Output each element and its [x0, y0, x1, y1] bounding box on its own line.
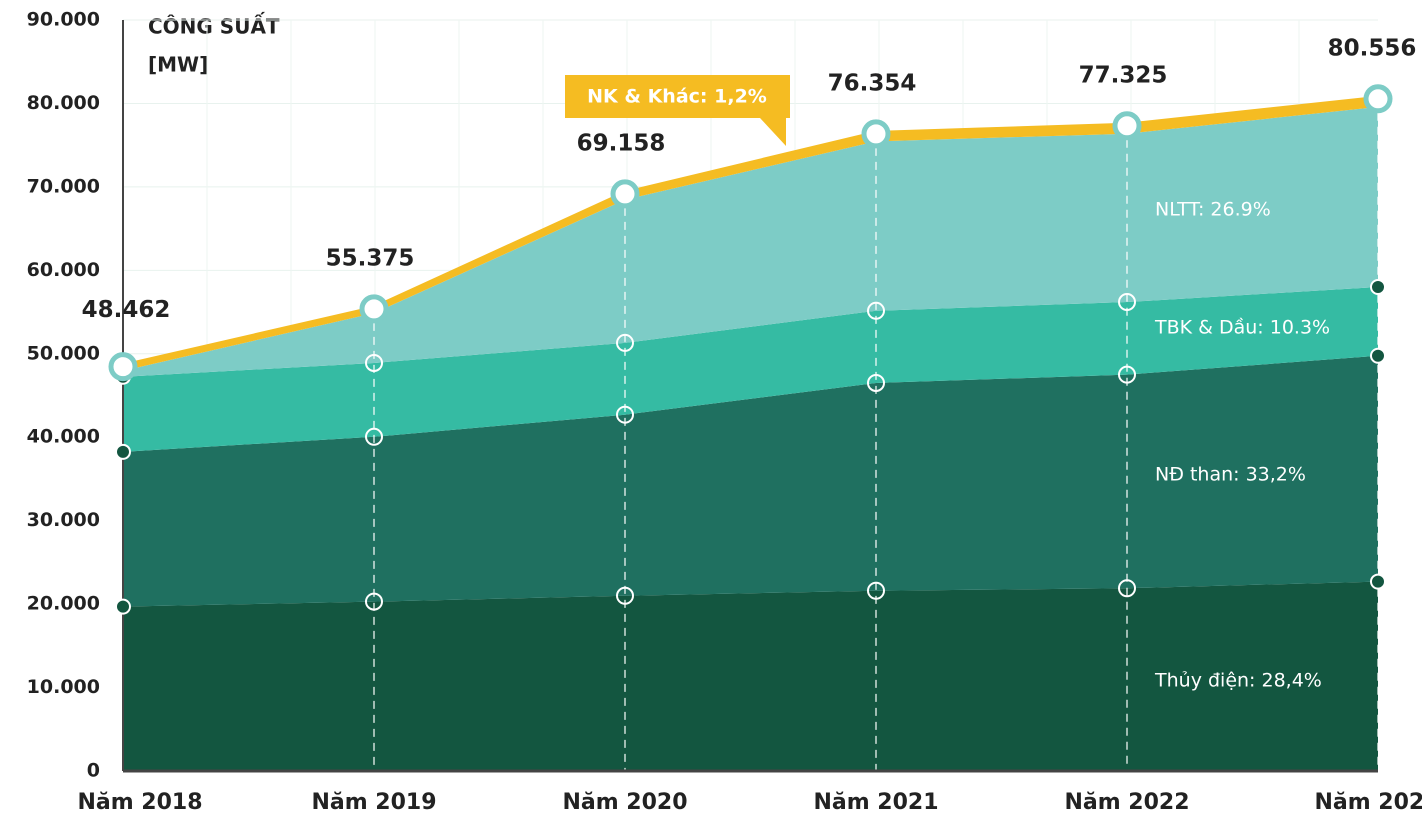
- y-tick-label: 0: [87, 760, 100, 782]
- area: [123, 581, 1378, 771]
- total-label: 77.325: [1079, 62, 1168, 88]
- x-tick-label: Năm 2019: [311, 790, 436, 815]
- marker: [616, 333, 634, 352]
- marker: [867, 373, 885, 392]
- y-tick-label: 40.000: [27, 426, 100, 448]
- marker: [365, 592, 383, 611]
- total-line: [122, 95, 1379, 370]
- y-tick-label: 10.000: [27, 676, 100, 698]
- series-label: TBK & Dầu: 10.3%: [1154, 317, 1330, 339]
- series-label: NLTT: 26.9%: [1155, 199, 1271, 221]
- marker: [616, 405, 634, 424]
- total-marker: [610, 179, 640, 209]
- marker: [1118, 365, 1136, 384]
- series-label: Thủy điện: 28,4%: [1154, 670, 1322, 692]
- y-tick-label: 60.000: [27, 259, 100, 281]
- y-tick-label: 90.000: [27, 9, 100, 31]
- marker: [1118, 579, 1136, 598]
- total-marker: [861, 119, 891, 149]
- total-label: 48.462: [82, 297, 171, 323]
- marker: [616, 586, 634, 605]
- marker: [1370, 279, 1386, 296]
- marker: [1370, 573, 1386, 590]
- x-tick-label: Năm 2020: [562, 790, 687, 815]
- total-label: 80.556: [1328, 35, 1417, 61]
- marker: [365, 353, 383, 372]
- marker: [867, 581, 885, 600]
- y-tick-label: 80.000: [27, 92, 100, 114]
- y-tick-label: 70.000: [27, 175, 100, 197]
- total-marker: [1112, 111, 1142, 141]
- marker: [115, 598, 131, 615]
- y-tick-label: 20.000: [27, 593, 100, 615]
- x-tick-label: Năm 2022: [1064, 790, 1189, 815]
- series-label: NĐ than: 33,2%: [1155, 464, 1306, 486]
- y-axis-label: CÔNG SUẤT: [148, 13, 280, 39]
- total-marker: [108, 352, 138, 382]
- total-marker: [359, 294, 389, 324]
- total-label: 55.375: [326, 245, 415, 271]
- series-label: NK & Khác: 1,2%: [587, 86, 767, 108]
- area: [123, 355, 1378, 607]
- area: [123, 106, 1378, 377]
- x-tick-label: Năm 2021: [813, 790, 938, 815]
- callout: [565, 75, 790, 146]
- marker: [1118, 293, 1136, 312]
- total-marker: [1363, 84, 1393, 114]
- y-tick-label: 50.000: [27, 342, 100, 364]
- marker: [365, 427, 383, 446]
- total-label: 76.354: [828, 70, 917, 96]
- area: [123, 287, 1378, 452]
- marker: [1370, 347, 1386, 364]
- y-axis-label: [MW]: [148, 53, 208, 77]
- marker: [115, 443, 131, 460]
- x-tick-label: Năm 2023: [1314, 790, 1422, 815]
- total-label: 69.158: [577, 130, 666, 156]
- x-tick-label: Năm 2018: [77, 790, 202, 815]
- y-tick-label: 30.000: [27, 509, 100, 531]
- marker: [867, 301, 885, 320]
